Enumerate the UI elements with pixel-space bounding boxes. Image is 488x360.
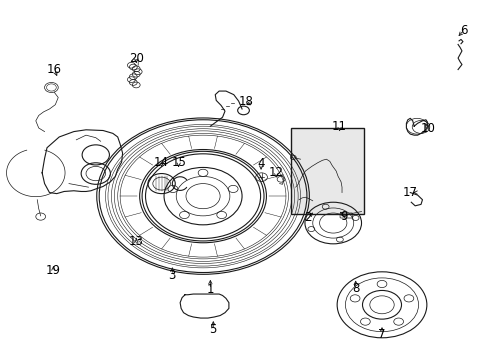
Text: 14: 14 — [154, 156, 169, 169]
Text: 6: 6 — [459, 24, 467, 37]
Text: 8: 8 — [351, 282, 359, 295]
Text: 19: 19 — [46, 264, 61, 277]
Text: 4: 4 — [257, 157, 264, 170]
FancyBboxPatch shape — [290, 128, 363, 214]
Text: 5: 5 — [209, 323, 217, 336]
Text: 12: 12 — [268, 166, 283, 179]
Text: 13: 13 — [128, 235, 143, 248]
Text: 7: 7 — [378, 328, 385, 341]
Text: 2: 2 — [304, 211, 311, 224]
Circle shape — [44, 82, 58, 93]
Text: 16: 16 — [47, 63, 61, 76]
Text: 17: 17 — [402, 186, 417, 199]
Text: 10: 10 — [420, 122, 434, 135]
Text: 15: 15 — [171, 156, 186, 169]
Text: 11: 11 — [331, 121, 346, 134]
Text: 1: 1 — [206, 283, 214, 296]
Text: 20: 20 — [128, 52, 143, 65]
Text: 9: 9 — [340, 210, 347, 223]
Text: 18: 18 — [238, 95, 253, 108]
Text: 3: 3 — [168, 269, 176, 282]
